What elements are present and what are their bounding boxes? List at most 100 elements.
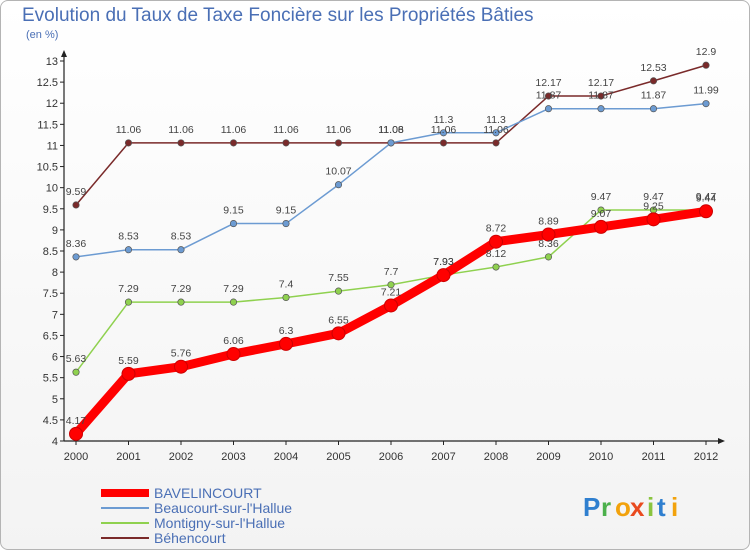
legend-label: BAVELINCOURT [154,485,262,501]
data-label: 11.06 [221,124,247,136]
y-tick-label: 8 [52,267,58,279]
data-point [492,129,500,137]
data-point [597,206,605,214]
data-label: 8.89 [538,216,559,228]
data-point [387,139,395,147]
legend-label: Montigny-sur-l'Hallue [154,515,285,531]
y-tick-label: 13 [46,56,58,68]
data-label: 11.06 [273,124,299,136]
x-tick-label: 2008 [484,451,508,463]
data-point [646,212,661,227]
data-point [229,298,238,306]
y-tick-label: 7.5 [43,288,58,300]
x-tick-label: 2005 [326,451,350,463]
data-point [387,281,395,289]
data-label: 11.3 [486,114,506,126]
data-point [384,298,398,313]
data-point [702,100,710,108]
x-axis-arrow [718,438,725,444]
data-point [282,293,290,301]
x-tick-label: 2002 [169,451,193,463]
logo-letter: i [647,492,654,522]
data-label: 9.47 [643,191,664,203]
data-label: 6.55 [328,314,349,326]
logo-letter: t [657,492,666,522]
data-point [544,92,553,100]
x-tick-label: 2011 [642,451,666,463]
data-label: 7.29 [118,283,139,295]
data-label: 9.07 [591,208,612,220]
data-label: 11.3 [434,114,454,126]
data-label: 8.36 [538,238,559,250]
data-label: 11.06 [378,124,404,136]
data-label: 12.9 [696,46,717,58]
data-point [439,139,448,147]
data-point [649,105,658,113]
data-label: 7.29 [171,283,192,295]
data-label: 5.76 [171,348,192,360]
data-label: 7.7 [384,266,399,278]
x-tick-label: 2007 [431,451,455,463]
data-label: 7.29 [223,283,244,295]
y-tick-label: 5 [52,394,58,406]
data-point [72,201,80,209]
data-point [279,336,293,351]
data-point [334,287,343,295]
data-point [544,105,553,113]
data-point [649,77,658,85]
data-point [594,219,608,234]
data-label: 6.06 [223,335,244,347]
y-tick-label: 7 [52,309,58,321]
data-point [334,181,343,189]
data-label: 11.08 [378,124,404,136]
data-point [489,234,503,249]
series-line [71,206,711,439]
data-label: 7.21 [381,286,402,298]
data-point [226,347,241,362]
data-label: 9.25 [643,200,664,212]
data-point [72,253,80,261]
data-label: 7.4 [279,278,294,290]
y-tick-label: 6 [52,352,58,364]
logo-letter: x [630,492,645,522]
data-label: 9.47 [591,191,612,203]
data-label: 7.55 [328,272,349,284]
data-label: 12.53 [640,62,666,74]
y-tick-label: 11.5 [37,119,58,131]
data-label: 4.17 [66,415,87,427]
y-tick-label: 8.5 [43,246,58,258]
data-point [69,426,83,441]
data-label: 9.44 [696,192,717,204]
y-tick-label: 4 [52,436,58,448]
y-tick-label: 10.5 [37,162,58,174]
x-tick-label: 2012 [694,451,718,463]
data-label: 5.59 [118,355,139,367]
data-labels: 4.17 5.59 5.76 6.06 6.3 6.55 7.21 7.93 8.72 8.89 9… [66,46,719,427]
data-point [177,246,185,254]
data-point [124,139,133,147]
data-label: 11.06 [483,124,509,136]
chart-title: Evolution du Taux de Taxe Foncière sur l… [22,5,534,26]
data-label: 10.07 [325,166,351,178]
x-tick-label: 2000 [64,451,88,463]
data-point [177,298,185,306]
data-label: 8.12 [486,248,507,260]
data-label: 11.87 [588,90,614,102]
data-label: 12.17 [588,77,614,89]
logo-letter: r [601,492,611,522]
data-label: 8.72 [486,223,507,235]
axes: 4 4.5 5 5.5 6 6.5 7 7.5 8 8.5 9 9.5 10 10.5 11 11.5 12 12… [37,50,725,463]
data-label: 7.93 [433,256,454,268]
y-tick-label: 12 [46,98,58,110]
x-tick-label: 2009 [536,451,560,463]
x-tick-label: 2004 [274,451,298,463]
data-label: 11.06 [431,124,457,136]
y-tick-label: 6.5 [43,330,58,342]
data-label: 12.17 [535,77,561,89]
legend-label: Beaucourt-sur-l'Hallue [154,500,292,516]
data-point [541,227,556,242]
y-tick-label: 9.5 [43,204,58,216]
data-point [334,139,343,147]
